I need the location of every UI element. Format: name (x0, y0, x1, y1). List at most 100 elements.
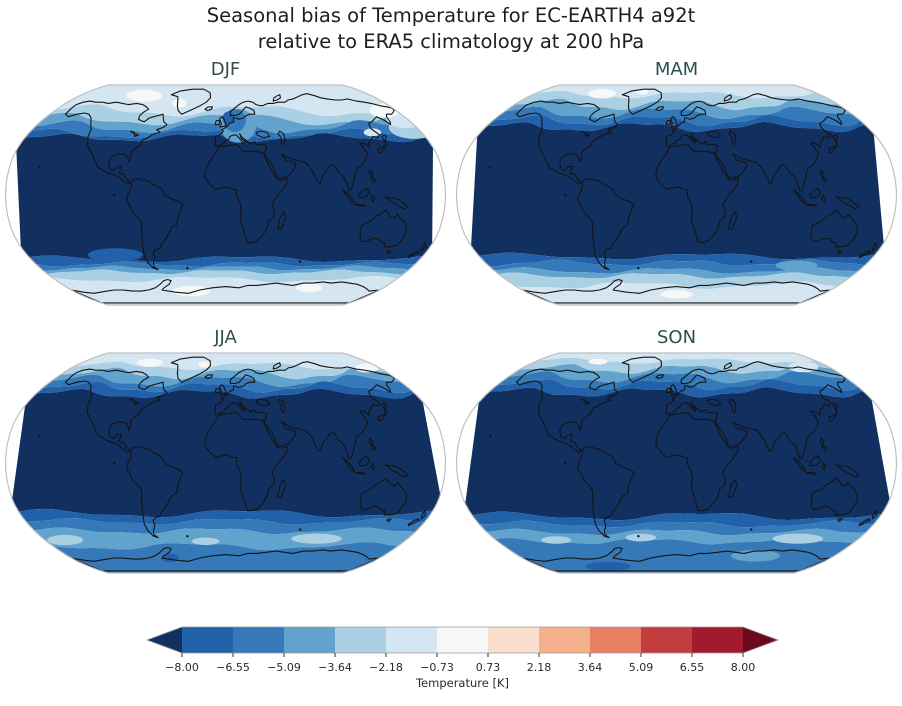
band-level-4 (39, 104, 407, 126)
colorbar-segment (590, 627, 642, 653)
band-level-2 (485, 371, 863, 391)
colorbar-tick-label: −3.64 (318, 661, 352, 674)
band-level-2 (26, 261, 423, 271)
panel-title-djf: DJF (210, 59, 241, 80)
colorbar-extend-high (743, 627, 778, 653)
anomaly-blob-level-4 (47, 534, 84, 546)
band-level-5 (5, 353, 446, 370)
band-level-3 (486, 267, 866, 279)
panel-grid: DJF MAM JJA SON (0, 55, 902, 575)
colorbar-extend-low (147, 627, 182, 653)
band-level-1 (21, 255, 433, 267)
colorbar-segment (386, 627, 438, 653)
panel-title-son: SON (656, 327, 697, 348)
panel-son: SON (451, 323, 902, 575)
band-level-2 (479, 259, 872, 274)
colorbar-tick-label: −6.55 (216, 661, 250, 674)
band-level-3 (25, 527, 424, 551)
colorbar-tick-label: 6.55 (680, 661, 705, 674)
anomaly-blob-level-6 (588, 358, 608, 365)
anomaly-blob-level-6 (172, 98, 187, 108)
figure-title: Seasonal bias of Temperature for EC-EART… (0, 0, 902, 55)
band-level-0 (15, 133, 434, 263)
map-outline (455, 84, 898, 306)
map-outline (4, 84, 447, 306)
colorbar-segment (335, 627, 387, 653)
anomaly-blob-level-1 (87, 248, 143, 262)
panel-mam: MAM (451, 55, 902, 307)
colorbar-tick-label: 3.64 (578, 661, 603, 674)
band-level-0 (463, 387, 892, 521)
colorbar-segment (488, 627, 540, 653)
colorbar-segment (182, 627, 234, 653)
panel-title-jja: JJA (214, 327, 237, 348)
band-level-4 (50, 361, 396, 380)
colorbar-tick-label: 8.00 (731, 661, 756, 674)
anomaly-blob-level-4 (772, 533, 824, 544)
band-level-2 (456, 537, 897, 573)
band-level-2 (471, 520, 883, 536)
anomaly-blob-level-4 (625, 533, 657, 542)
band-level-3 (495, 98, 863, 119)
colorbar-tick-label: −8.00 (165, 661, 199, 674)
anomaly-blob-level-3 (730, 550, 781, 562)
colorbar-tick-label: 5.09 (629, 661, 654, 674)
band-level-3 (33, 265, 416, 275)
contour-bands (456, 353, 897, 573)
contour-bands (456, 85, 897, 305)
contour-bands (5, 85, 446, 305)
colorbar-tick-label: −2.18 (369, 661, 403, 674)
band-level-4 (491, 272, 857, 289)
anomaly-blob-level-1 (222, 111, 235, 125)
anomaly-blob-level-5 (788, 361, 819, 373)
anomaly-blob-level-6 (295, 283, 323, 293)
band-level-5 (5, 276, 446, 305)
band-level-2 (17, 518, 434, 534)
colorbar-segment (437, 627, 489, 653)
colorbar-segment (284, 627, 336, 653)
anomaly-blob-level-4 (541, 536, 572, 544)
band-level-1 (10, 508, 444, 525)
map-son (451, 351, 902, 575)
map-mam (451, 83, 902, 307)
anomaly-blob-level-5 (363, 128, 382, 137)
coastlines (489, 356, 878, 572)
anomaly-blob-level-3 (775, 260, 818, 271)
band-level-0 (470, 121, 885, 260)
map-outline (455, 352, 898, 574)
colorbar-tick-label: 2.18 (527, 661, 552, 674)
band-level-5 (456, 85, 897, 99)
band-level-1 (26, 381, 421, 399)
anomaly-blob-level-6 (136, 358, 163, 367)
panel-djf: DJF (0, 55, 451, 307)
anomaly-blob-level-6 (587, 88, 616, 99)
colorbar-svg: −8.00 −6.55 −5.09 −3.64 −2.18 −0.73 0.73 2.18 3.… (146, 626, 780, 690)
coastlines (38, 356, 427, 572)
band-level-2 (30, 374, 416, 393)
band-level-5 (5, 85, 446, 117)
band-level-3 (44, 367, 409, 387)
anomaly-blob-level-4 (291, 533, 342, 544)
band-level-4 (40, 269, 412, 283)
colorbar-tick-label: −5.09 (267, 661, 301, 674)
map-svg-jja (4, 352, 447, 574)
band-level-3 (500, 364, 855, 384)
colorbar-segment (641, 627, 693, 653)
colorbar-segment (692, 627, 744, 653)
band-level-2 (482, 106, 866, 127)
band-level-3 (478, 528, 873, 545)
panel-title-mam: MAM (654, 59, 699, 80)
figure-title-line1: Seasonal bias of Temperature for EC-EART… (206, 4, 696, 27)
colorbar-segment (233, 627, 285, 653)
figure-title-line2: relative to ERA5 climatology at 200 hPa (257, 30, 645, 53)
panel-jja: JJA (0, 323, 451, 575)
map-djf (0, 83, 451, 307)
coastlines (489, 88, 878, 304)
colorbar-tick-label: 0.73 (476, 661, 501, 674)
map-svg-mam (455, 84, 898, 306)
anomaly-blob-level-6 (126, 89, 163, 102)
map-outline (4, 352, 447, 574)
colorbar-segment (539, 627, 591, 653)
band-level-5 (456, 353, 897, 364)
